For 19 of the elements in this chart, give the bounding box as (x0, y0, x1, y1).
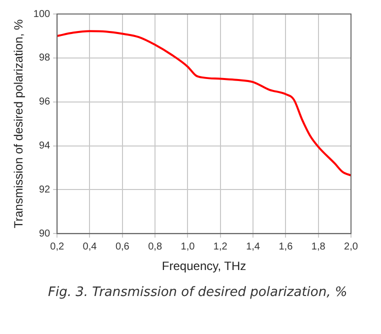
y-tick-label: 92 (38, 184, 51, 196)
y-tick-label: 98 (38, 52, 51, 64)
x-tick-label: 0,2 (50, 241, 64, 252)
y-tick-label: 100 (33, 8, 51, 20)
y-tick-label: 94 (38, 140, 51, 152)
y-tick-label: 90 (38, 228, 51, 240)
y-tick-label: 96 (38, 96, 51, 108)
x-tick-label: 0,6 (115, 241, 130, 252)
x-tick-label: 1,4 (246, 241, 260, 252)
x-tick-label: 2,0 (344, 241, 358, 252)
caption: Fig. 3. Transmission of desired polarization, % (48, 285, 348, 300)
x-tick-label: 1,0 (180, 241, 196, 252)
x-axis-title: Frequency, THz (162, 259, 246, 274)
x-tick-label: 1,8 (311, 241, 326, 252)
x-tick-label: 1,6 (278, 241, 294, 252)
x-tick-label: 0,8 (148, 241, 162, 252)
x-tick-label: 1,2 (213, 241, 228, 252)
x-tick-label: 0,4 (82, 241, 98, 252)
y-axis-title: Transmission of desired polarization, % (12, 18, 26, 228)
